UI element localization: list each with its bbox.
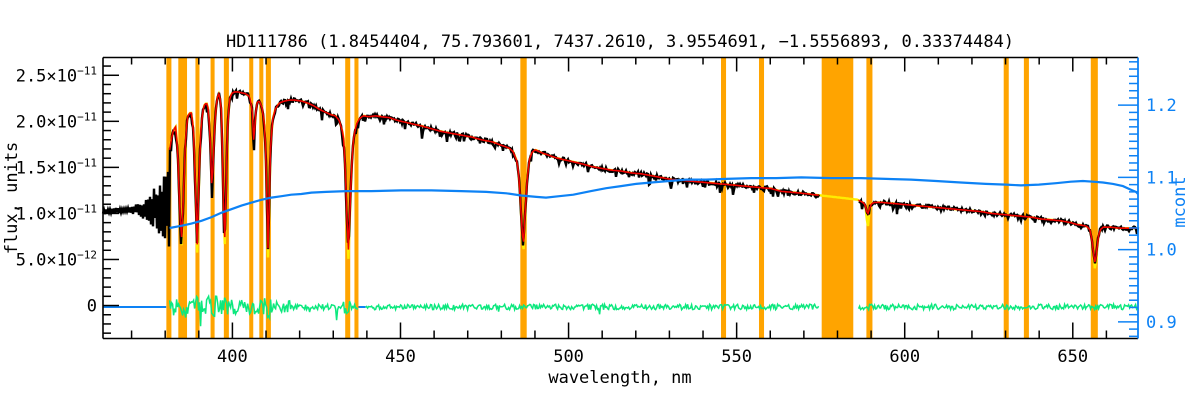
masked-band — [520, 57, 527, 339]
plot-title: HD111786 (1.8454404, 75.793601, 7437.261… — [226, 32, 1014, 52]
flux-tick-label: 5.0×10−12 — [16, 248, 97, 270]
masked-band — [1090, 57, 1098, 339]
masked-band — [721, 57, 727, 339]
masked-band — [354, 57, 359, 339]
model-spectrum-red-path — [168, 91, 1138, 263]
y-axis-label-mcont: mcont — [1170, 176, 1190, 227]
x-tick-label: 600 — [889, 347, 920, 367]
masked-band — [866, 57, 873, 339]
masked-band — [758, 57, 765, 339]
x-tick-label: 400 — [217, 347, 248, 367]
masked-band — [259, 57, 264, 339]
x-tick-label: 500 — [553, 347, 584, 367]
flux-tick-label: 2.0×10−11 — [16, 110, 97, 132]
flux-tick-label: 1.0×10−11 — [16, 202, 97, 224]
x-tick-label: 450 — [385, 347, 416, 367]
masked-band — [249, 57, 254, 339]
x-axis-label: wavelength, nm — [548, 368, 691, 388]
mcont-curve-path — [169, 176, 1139, 230]
masked-band — [345, 57, 351, 339]
masked-band — [1003, 57, 1009, 339]
plot-dynamic-layer: 400 450 500 550 600 650 0 5.0×10−12 1.0×10−11 1.5… — [16, 56, 1177, 367]
flux-tick-label: 1.5×10−11 — [16, 156, 97, 178]
mcont-tick-label: 1.1 — [1146, 168, 1177, 188]
residual-spectrum-path — [168, 294, 1139, 327]
mcont-tick-label: 1.2 — [1146, 96, 1177, 116]
y-axis-label-flux: flux, units — [2, 142, 22, 255]
mcont-tick-label: 1.0 — [1146, 241, 1177, 261]
masked-band — [1023, 57, 1029, 339]
flux-tick-label: 0 — [87, 297, 97, 317]
x-tick-label: 550 — [721, 347, 752, 367]
x-tick-label: 650 — [1057, 347, 1088, 367]
mcont-tick-label: 0.9 — [1146, 313, 1177, 333]
flux-tick-label: 2.5×10−11 — [16, 64, 97, 86]
masked-band — [210, 57, 215, 339]
